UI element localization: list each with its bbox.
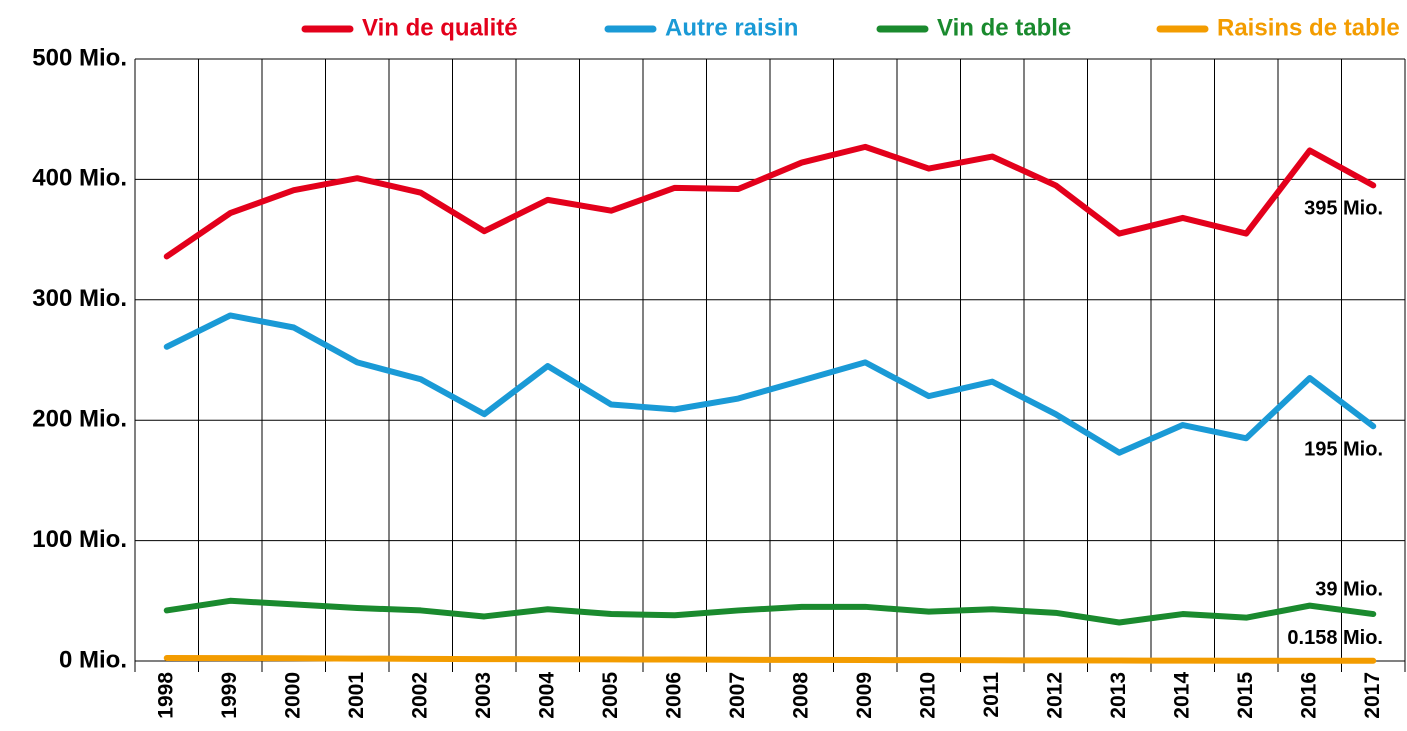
data-label: 195 Mio. bbox=[1304, 439, 1383, 461]
data-label: 395 Mio. bbox=[1304, 198, 1383, 220]
x-tick-label: 2015 bbox=[1234, 672, 1257, 719]
legend-label: Raisins de table bbox=[1217, 14, 1400, 41]
y-tick-label: 500 Mio. bbox=[32, 44, 127, 71]
x-tick-label: 2011 bbox=[980, 672, 1003, 718]
data-label: 0.158 Mio. bbox=[1287, 627, 1383, 649]
y-tick-label: 200 Mio. bbox=[32, 406, 127, 433]
x-tick-label: 2005 bbox=[599, 672, 622, 719]
x-tick-label: 2007 bbox=[726, 672, 749, 719]
x-tick-label: 2010 bbox=[916, 672, 939, 719]
series-line bbox=[163, 312, 1377, 456]
x-tick-label: 2008 bbox=[789, 672, 812, 719]
y-tick-label: 300 Mio. bbox=[32, 285, 127, 312]
x-tick-label: 2002 bbox=[408, 672, 431, 719]
series-line bbox=[163, 654, 1377, 664]
legend-label: Vin de table bbox=[937, 14, 1071, 41]
data-label: 39 Mio. bbox=[1315, 578, 1383, 600]
x-tick-label: 2012 bbox=[1043, 672, 1066, 719]
legend-label: Vin de qualité bbox=[362, 14, 518, 41]
x-tick-label: 2016 bbox=[1297, 672, 1320, 719]
series-line bbox=[163, 597, 1377, 626]
legend-label: Autre raisin bbox=[665, 14, 798, 41]
y-tick-label: 400 Mio. bbox=[32, 165, 127, 192]
series-line bbox=[163, 143, 1377, 260]
x-tick-label: 2003 bbox=[472, 672, 495, 719]
x-tick-label: 2001 bbox=[345, 672, 368, 719]
y-tick-label: 100 Mio. bbox=[32, 526, 127, 553]
x-tick-label: 1998 bbox=[154, 672, 177, 719]
x-tick-label: 2009 bbox=[853, 672, 876, 719]
x-tick-label: 2000 bbox=[281, 672, 304, 719]
x-tick-label: 2006 bbox=[662, 672, 685, 719]
y-tick-label: 0 Mio. bbox=[59, 646, 127, 673]
x-tick-label: 1999 bbox=[218, 672, 241, 719]
x-tick-label: 2004 bbox=[535, 672, 558, 719]
x-tick-label: 2017 bbox=[1361, 672, 1384, 719]
x-tick-label: 2014 bbox=[1170, 672, 1193, 719]
x-tick-label: 2013 bbox=[1107, 672, 1130, 719]
